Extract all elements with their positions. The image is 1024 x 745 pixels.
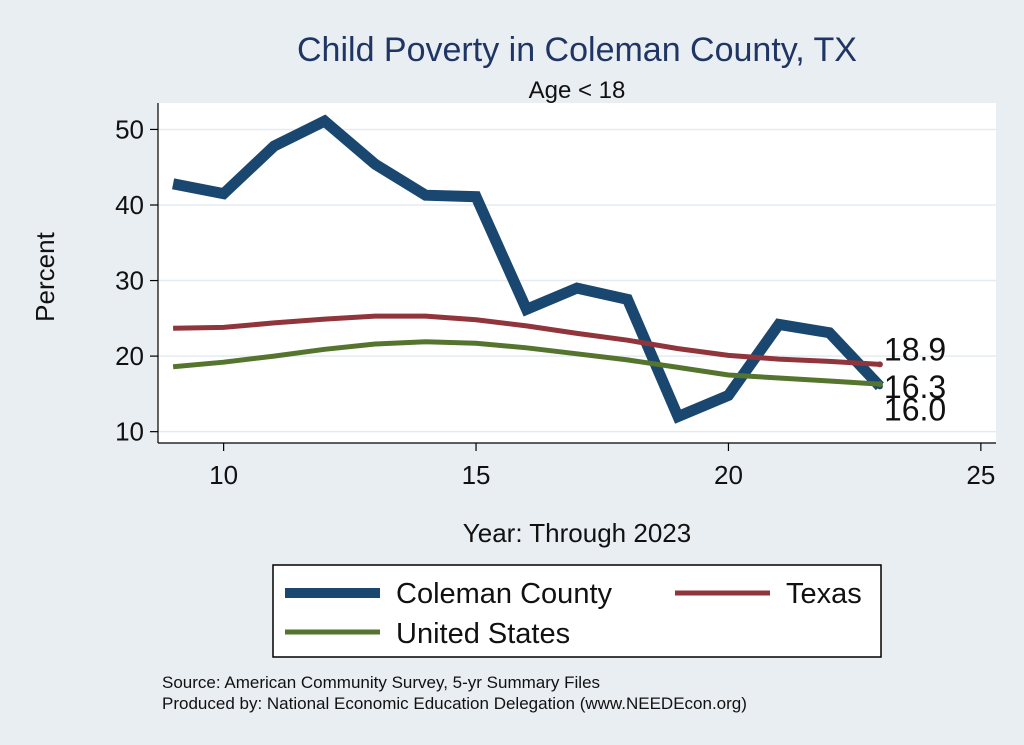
series-end-point-united-states [876,381,883,388]
chart-subtitle: Age < 18 [529,77,626,104]
y-tick-label-40: 40 [115,190,144,220]
series-line-coleman-county [172,114,884,424]
y-tick-label-10: 10 [115,417,144,447]
end-label-united-states: 16.3 [884,369,946,405]
y-tick-label-30: 30 [115,266,144,296]
y-axis-label: Percent [30,231,60,321]
x-tick-label-15: 15 [462,460,491,490]
x-axis-label: Year: Through 2023 [463,518,691,548]
end-label-coleman-county: 16.0 [884,391,946,427]
series-line-united-states [172,339,881,387]
x-tick-label-10: 10 [209,460,238,490]
legend-label-united-states: United States [396,618,570,650]
legend-label-texas: Texas [786,578,862,610]
plot-area [158,103,996,443]
end-labels: 16.0 18.916.3 [884,331,946,427]
source-note: Source: American Community Survey, 5-yr … [162,673,600,692]
chart-title: Child Poverty in Coleman County, TX [297,31,857,69]
y-tick-label-50: 50 [115,114,144,144]
series-end-point-texas [876,361,883,368]
legend-box [272,564,882,658]
axes: 10 20 30 40 50 10 15 20 25 [115,103,996,490]
series-lines [172,114,884,424]
x-tick-label-20: 20 [714,460,743,490]
x-tick-label-25: 25 [966,460,995,490]
y-tick-label-20: 20 [115,341,144,371]
producer-note: Produced by: National Economic Education… [162,694,747,713]
legend: Coleman County Texas United States [272,564,882,658]
end-label-texas: 18.9 [884,331,946,367]
legend-label-coleman-county: Coleman County [396,578,612,610]
series-line-texas [173,313,881,367]
